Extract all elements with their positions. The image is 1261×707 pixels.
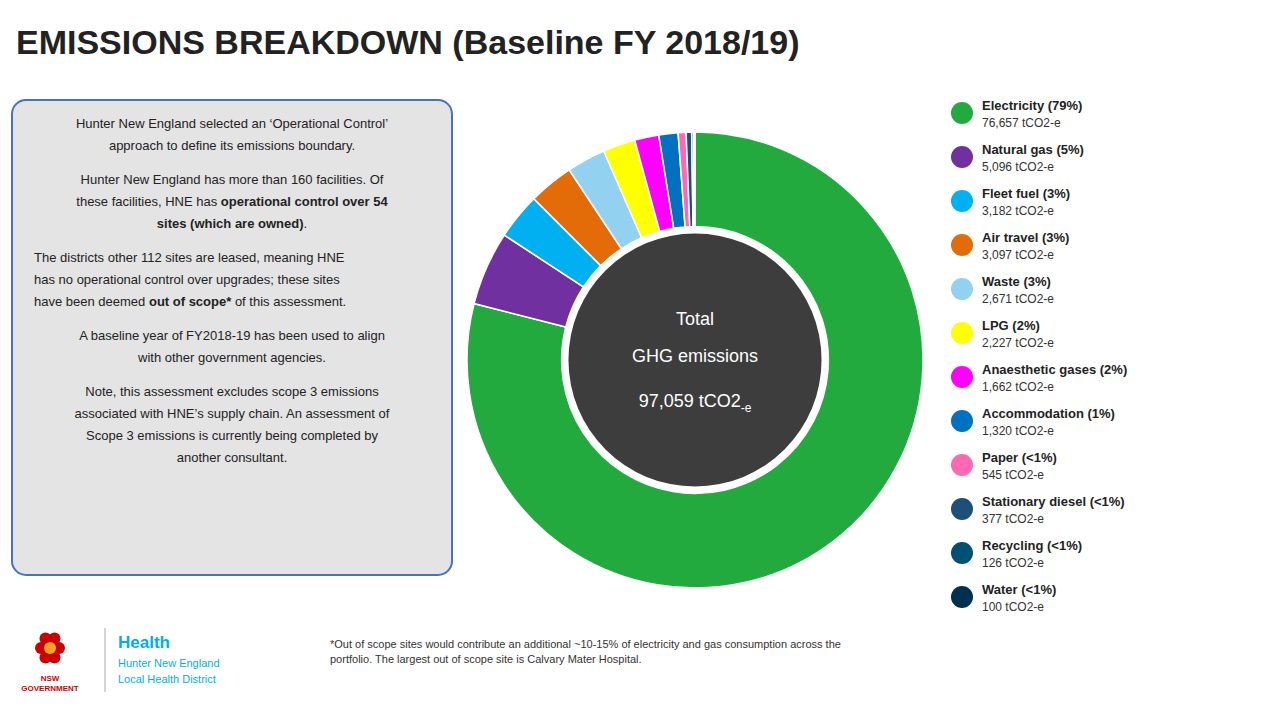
legend-value: 377 tCO2-e xyxy=(982,512,1044,526)
legend-label: Fleet fuel (3%) xyxy=(982,186,1070,201)
legend-value: 1,662 tCO2-e xyxy=(982,380,1054,394)
legend-label: Accommodation (1%) xyxy=(982,406,1115,421)
legend: Electricity (79%) 76,657 tCO2-e Natural ga… xyxy=(951,98,1127,614)
legend-marker xyxy=(951,410,973,432)
legend-value: 3,097 tCO2-e xyxy=(982,248,1054,262)
legend-value: 545 tCO2-e xyxy=(982,468,1044,482)
text-box-line: have been deemed out of scope* of this a… xyxy=(34,294,346,309)
text-box-line: sites (which are owned). xyxy=(157,216,307,231)
center-total-value: 97,059 tCO2 xyxy=(639,391,741,411)
legend-item: Air travel (3%) 3,097 tCO2-e xyxy=(951,230,1069,262)
text-box-line: these facilities, HNE has operational co… xyxy=(76,194,388,209)
legend-label: Paper (<1%) xyxy=(982,450,1057,465)
logo-text: Local Health District xyxy=(118,673,216,685)
legend-marker xyxy=(951,322,973,344)
footer-line: portfolio. The largest out of scope site… xyxy=(330,653,642,665)
legend-item: Accommodation (1%) 1,320 tCO2-e xyxy=(951,406,1115,438)
center-text: GHG emissions xyxy=(632,346,758,366)
text-box-segment: have been deemed xyxy=(34,294,149,309)
legend-item: Water (<1%) 100 tCO2-e xyxy=(951,582,1056,614)
legend-label: Natural gas (5%) xyxy=(982,142,1084,157)
legend-label: Water (<1%) xyxy=(982,582,1056,597)
slice xyxy=(467,132,923,588)
legend-item: Fleet fuel (3%) 3,182 tCO2-e xyxy=(951,186,1070,218)
legend-marker xyxy=(951,190,973,212)
legend-marker xyxy=(951,498,973,520)
text-box-line: approach to define its emissions boundar… xyxy=(109,138,355,153)
text-box-segment: sites (which are owned) xyxy=(157,216,304,231)
text-box-line: Hunter New England has more than 160 fac… xyxy=(81,172,384,187)
text-box-line: another consultant. xyxy=(177,450,288,465)
legend-label: Stationary diesel (<1%) xyxy=(982,494,1125,509)
legend-item: Stationary diesel (<1%) 377 tCO2-e xyxy=(951,494,1125,526)
chart: EMISSIONS BREAKDOWN (Baseline FY 2018/19… xyxy=(0,0,1261,707)
text-box-line: Scope 3 emissions is currently being com… xyxy=(86,428,378,443)
legend-item: Natural gas (5%) 5,096 tCO2-e xyxy=(951,142,1084,174)
text-box-segment: . xyxy=(304,216,308,231)
text-box: Hunter New England selected an ‘Operatio… xyxy=(12,100,452,575)
legend-item: LPG (2%) 2,227 tCO2-e xyxy=(951,318,1054,350)
legend-marker xyxy=(951,366,973,388)
legend-marker xyxy=(951,234,973,256)
text-box-line: has no operational control over upgrades… xyxy=(34,272,340,287)
text-box-segment: these facilities, HNE has xyxy=(76,194,221,209)
legend-marker xyxy=(951,454,973,476)
slice xyxy=(694,132,695,227)
legend-marker xyxy=(951,102,973,124)
legend-label: Air travel (3%) xyxy=(982,230,1069,245)
legend-marker xyxy=(951,586,973,608)
center-text: Total xyxy=(676,309,714,329)
footer: *Out of scope sites would contribute an … xyxy=(330,638,841,665)
legend-value: 76,657 tCO2-e xyxy=(982,116,1061,130)
legend-item: Anaesthetic gases (2%) 1,662 tCO2-e xyxy=(951,362,1127,394)
center-total: 97,059 tCO2-e xyxy=(639,391,752,415)
text-box-line: associated with HNE’s supply chain. An a… xyxy=(75,406,390,421)
legend-item: Recycling (<1%) 126 tCO2-e xyxy=(951,538,1082,570)
text-box-segment: operational control over 54 xyxy=(221,194,389,209)
text-box-line: Hunter New England selected an ‘Operatio… xyxy=(76,116,388,131)
logo-center xyxy=(44,642,56,654)
text-box-line: with other government agencies. xyxy=(137,350,326,365)
legend-item: Waste (3%) 2,671 tCO2-e xyxy=(951,274,1054,306)
footer-line: *Out of scope sites would contribute an … xyxy=(330,638,841,650)
center-total-subscript: -e xyxy=(741,401,752,415)
legend-label: Recycling (<1%) xyxy=(982,538,1082,553)
text-box-line: The districts other 112 sites are leased… xyxy=(34,250,345,265)
legend-value: 2,227 tCO2-e xyxy=(982,336,1054,350)
legend-value: 100 tCO2-e xyxy=(982,600,1044,614)
title: EMISSIONS BREAKDOWN (Baseline FY 2018/19… xyxy=(16,23,799,61)
legend-value: 126 tCO2-e xyxy=(982,556,1044,570)
legend-label: Anaesthetic gases (2%) xyxy=(982,362,1127,377)
text-box-line: A baseline year of FY2018-19 has been us… xyxy=(79,328,385,343)
legend-item: Electricity (79%) 76,657 tCO2-e xyxy=(951,98,1082,130)
text-box-segment: of this assessment. xyxy=(231,294,346,309)
logo-text: Health xyxy=(118,633,170,652)
legend-label: Electricity (79%) xyxy=(982,98,1082,113)
logo-divider xyxy=(105,628,106,692)
legend-value: 2,671 tCO2-e xyxy=(982,292,1054,306)
legend-item: Paper (<1%) 545 tCO2-e xyxy=(951,450,1057,482)
slice xyxy=(692,132,694,227)
text-box-segment: out of scope* xyxy=(149,294,232,309)
legend-marker xyxy=(951,542,973,564)
legend-label: Waste (3%) xyxy=(982,274,1051,289)
text-box-frame xyxy=(12,100,452,575)
logo-text: GOVERNMENT xyxy=(21,684,78,693)
logo-text: NSW xyxy=(41,674,60,683)
logo: NSWGOVERNMENT Health Hunter New England Loc… xyxy=(21,628,219,693)
legend-value: 3,182 tCO2-e xyxy=(982,204,1054,218)
legend-marker xyxy=(951,278,973,300)
legend-value: 5,096 tCO2-e xyxy=(982,160,1054,174)
text-box-line: Note, this assessment excludes scope 3 e… xyxy=(85,384,379,399)
donut: Total GHG emissions 97,059 tCO2-e xyxy=(467,132,923,588)
legend-label: LPG (2%) xyxy=(982,318,1040,333)
legend-marker xyxy=(951,146,973,168)
legend-value: 1,320 tCO2-e xyxy=(982,424,1054,438)
logo-text: Hunter New England xyxy=(118,657,220,669)
donut-center xyxy=(568,233,821,486)
